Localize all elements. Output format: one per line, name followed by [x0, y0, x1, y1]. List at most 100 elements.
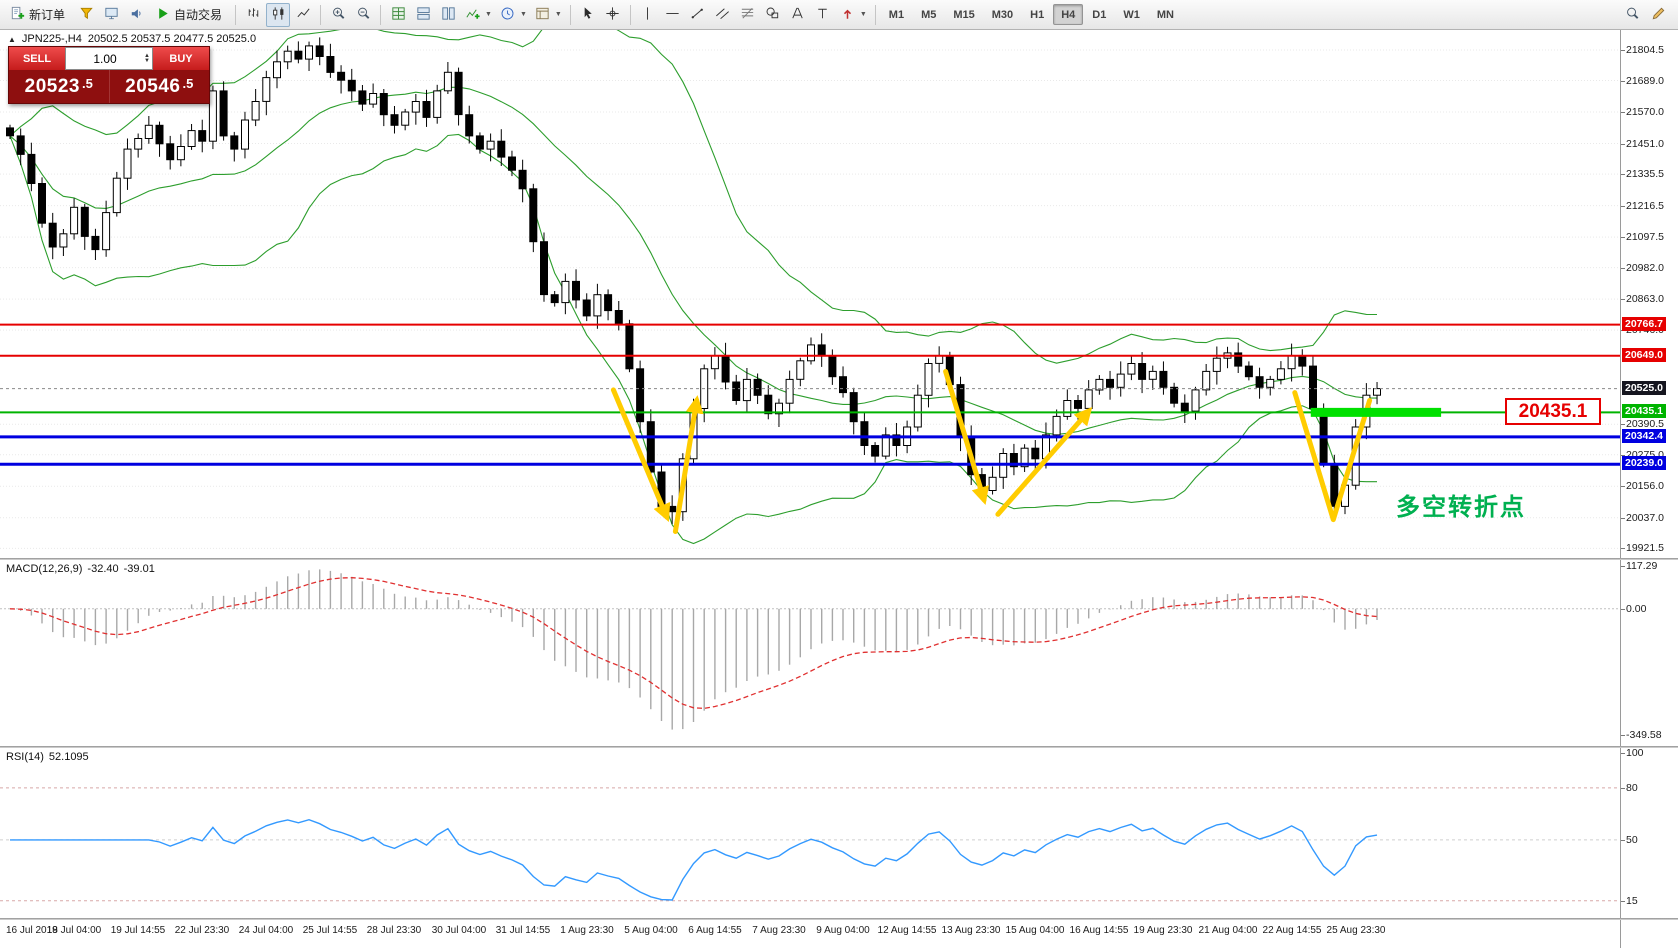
- toolbar-main: 新订单 自动交易 ▼ ▼ ▼ ▼ M1 M5 M15 M30 H1 H4 D1 W1 MN: [4, 2, 1182, 27]
- candles-layer[interactable]: [6, 37, 1381, 525]
- drawn-v-shape[interactable]: [1292, 390, 1373, 523]
- price-badge-20435.1: 20435.1: [1622, 404, 1666, 418]
- bollinger-bands[interactable]: [9, 30, 1378, 545]
- channel-button[interactable]: [711, 3, 735, 27]
- time-label: 19 Jul 14:55: [110, 925, 166, 936]
- macd-panel[interactable]: [0, 560, 1620, 746]
- dropdown-arrow-icon[interactable]: ▼: [859, 11, 867, 18]
- new-order-button[interactable]: 新订单: [4, 3, 73, 27]
- buy-price-main: 20546: [125, 75, 181, 97]
- templates-button[interactable]: ▼: [531, 3, 565, 27]
- collapse-panel-arrow-icon[interactable]: ▲: [8, 34, 16, 44]
- quick-edit-button[interactable]: [1646, 3, 1670, 27]
- main-chart-panel[interactable]: [0, 30, 1620, 558]
- timeframe-m30-button[interactable]: M30: [991, 8, 1014, 21]
- candle-body: [1202, 370, 1211, 391]
- fibonacci-button[interactable]: [736, 3, 760, 27]
- timeframe-h1-button[interactable]: H1: [1030, 8, 1045, 21]
- text-label-button[interactable]: [811, 3, 835, 27]
- shapes-button[interactable]: [761, 3, 785, 27]
- axis-price-label: 20982.0: [1626, 262, 1664, 274]
- crosshair-button[interactable]: [601, 3, 625, 27]
- dropdown-arrow-icon[interactable]: ▼: [485, 11, 492, 18]
- volume-stepper[interactable]: 1.00 ▲ ▼: [65, 47, 153, 70]
- timeframe-w1-button[interactable]: W1: [1123, 8, 1140, 21]
- timeframe-m15-button[interactable]: M15: [953, 8, 975, 21]
- horizontal-line-button[interactable]: [661, 3, 685, 27]
- drawn-arrow-4[interactable]: [995, 407, 1093, 517]
- tile-windows-button[interactable]: [386, 3, 410, 27]
- candle-body: [1052, 415, 1061, 436]
- macd-value-main: -32.40: [87, 563, 119, 575]
- auto-trading-button[interactable]: 自动交易: [149, 3, 230, 27]
- periods-button[interactable]: ▼: [496, 3, 530, 27]
- panel-splitter[interactable]: [0, 746, 1678, 748]
- funnel-icon: [78, 5, 95, 25]
- candle-body: [988, 476, 997, 491]
- price-axis[interactable]: 21804.5 21689.0 21570.0 21451.0 21335.5 21216…: [1620, 30, 1678, 948]
- candle-body: [1084, 389, 1093, 409]
- market-watch-button[interactable]: [99, 3, 123, 27]
- search-button[interactable]: [1620, 3, 1644, 27]
- drawn-arrow-2[interactable]: [672, 395, 704, 534]
- turning-point-text[interactable]: 多空转折点: [1396, 494, 1526, 521]
- timeframe-m1-button[interactable]: M1: [888, 8, 905, 21]
- axis-tick: [1621, 901, 1625, 902]
- candle-body: [1106, 378, 1114, 388]
- arrows-button[interactable]: ▼: [836, 3, 870, 27]
- label-icon: [814, 5, 831, 25]
- panel-splitter[interactable]: [0, 558, 1678, 560]
- line-chart-button[interactable]: [291, 3, 315, 27]
- axis-tick: [1621, 735, 1625, 736]
- timeframe-m5-button[interactable]: M5: [921, 8, 937, 21]
- sound-button[interactable]: [124, 3, 148, 27]
- rsi-value: 52.1095: [48, 751, 89, 763]
- candle-body: [326, 56, 335, 73]
- dropdown-arrow-icon[interactable]: ▼: [554, 11, 562, 18]
- candle-body: [646, 421, 655, 473]
- candlestick-chart-button[interactable]: [266, 2, 291, 27]
- sell-button[interactable]: SELL: [9, 47, 65, 70]
- candle-body: [390, 114, 399, 126]
- trendline-button[interactable]: [686, 3, 710, 27]
- candle-body: [241, 119, 249, 150]
- bar-chart-icon: [245, 5, 262, 25]
- cascade-windows-button[interactable]: [411, 3, 435, 27]
- new-order-button-label: 新订单: [29, 8, 66, 22]
- zoom-out-button[interactable]: [351, 3, 375, 27]
- vline-icon: [639, 5, 656, 25]
- indicators-button[interactable]: ▼: [461, 3, 495, 27]
- timeframe-mn-button[interactable]: MN: [1156, 8, 1174, 21]
- panel-splitter[interactable]: [0, 918, 1678, 920]
- candle-body: [1191, 389, 1200, 412]
- zoom-in-button[interactable]: [326, 3, 350, 27]
- macd-signal-line: [9, 577, 1378, 710]
- vertical-line-button[interactable]: [636, 3, 660, 27]
- bar-chart-button[interactable]: [241, 3, 265, 27]
- sell-price[interactable]: 20523 .5: [9, 70, 110, 103]
- drawn-arrow-3[interactable]: [943, 368, 990, 505]
- candle-body: [315, 45, 324, 57]
- candle-body: [1276, 368, 1285, 380]
- candle-body: [1116, 373, 1125, 388]
- axis-tick: [1621, 753, 1625, 754]
- volume-spinner-arrows[interactable]: ▲ ▼: [144, 52, 150, 64]
- text-button[interactable]: [786, 3, 810, 27]
- timeframe-h4-button[interactable]: H4: [1053, 4, 1084, 25]
- dropdown-arrow-icon[interactable]: ▼: [519, 11, 527, 18]
- buy-button[interactable]: BUY: [153, 47, 209, 70]
- drawn-arrow-1[interactable]: [610, 387, 671, 522]
- candle-body: [828, 355, 837, 378]
- price-callout-box[interactable]: 20435.1: [1505, 398, 1601, 425]
- cursor-button[interactable]: [576, 3, 600, 27]
- candle-body: [817, 344, 826, 356]
- sell-price-frac: .5: [82, 76, 93, 91]
- candle-body: [636, 368, 645, 423]
- time-axis[interactable]: 16 Jul 2019 18 Jul 04:00 19 Jul 14:55 22 Ju…: [0, 920, 1620, 948]
- arrange-windows-button[interactable]: [436, 3, 460, 27]
- rsi-panel[interactable]: [0, 748, 1620, 918]
- time-label: 6 Aug 14:55: [688, 925, 742, 936]
- data-window-button[interactable]: [74, 3, 98, 27]
- candle-body: [1373, 388, 1381, 396]
- timeframe-d1-button[interactable]: D1: [1092, 8, 1107, 21]
